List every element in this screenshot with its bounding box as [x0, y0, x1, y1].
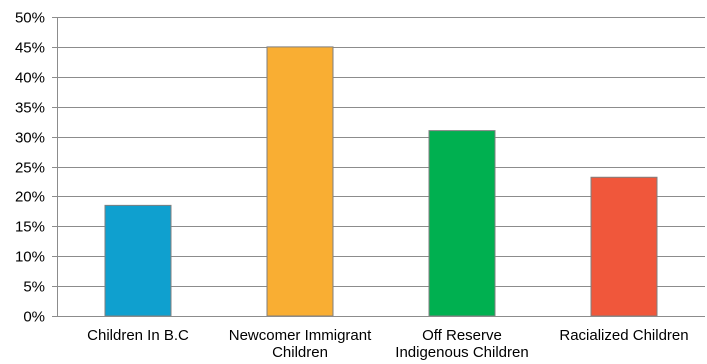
y-tick-label: 50%: [15, 10, 45, 27]
bar: [104, 204, 172, 317]
bar: [428, 130, 496, 317]
y-tick-label: 20%: [15, 189, 45, 206]
x-category-label: Racialized Children: [559, 327, 688, 344]
x-category-label: Children In B.C: [87, 327, 189, 344]
y-tick-label: 5%: [23, 279, 45, 296]
y-tick-label: 45%: [15, 40, 45, 57]
y-tick-label: 10%: [15, 249, 45, 266]
y-tick-label: 40%: [15, 70, 45, 87]
y-tick-label: 35%: [15, 100, 45, 117]
y-tick-label: 15%: [15, 219, 45, 236]
bars: [104, 46, 658, 317]
x-category-label: Off Reserve: [422, 327, 502, 344]
y-tick-label: 30%: [15, 130, 45, 147]
x-axis-category-labels: Children In B.C Newcomer ImmigrantChildre…: [87, 327, 688, 361]
bar: [590, 176, 658, 317]
y-tick-label: 25%: [15, 160, 45, 177]
axes: [57, 17, 705, 317]
x-category-label: Children: [272, 344, 328, 361]
y-tick-label: 0%: [23, 309, 45, 326]
bar: [266, 46, 334, 317]
y-axis-tick-labels: 0% 5% 10% 15% 20% 25% 30% 35% 40% 45% 50%: [15, 10, 45, 326]
x-category-label: Newcomer Immigrant: [229, 327, 372, 344]
x-category-label: Indigenous Children: [395, 344, 528, 361]
